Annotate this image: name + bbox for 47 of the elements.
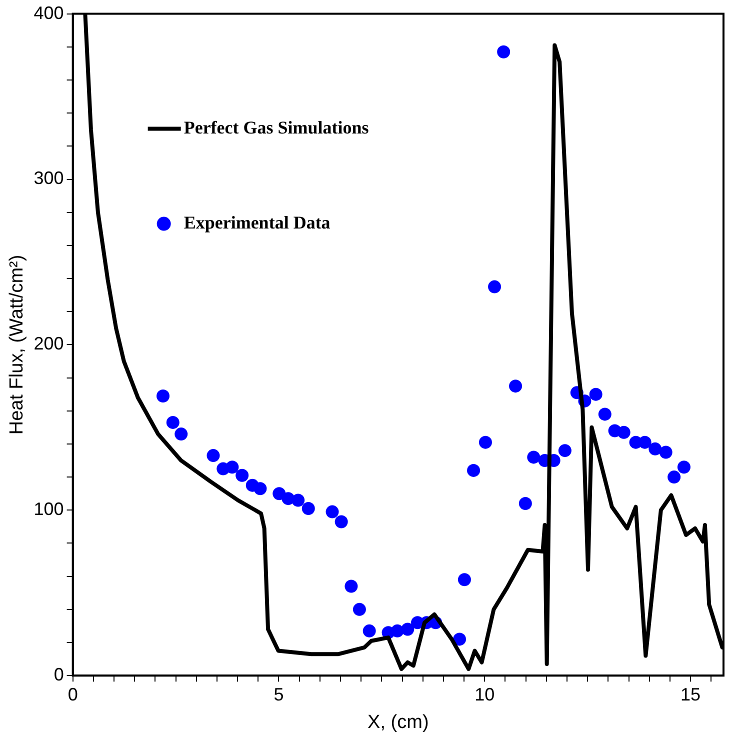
legend-label: Experimental Data	[184, 212, 330, 232]
y-axis-title: Heat Flux, (Watt/cm²)	[6, 254, 28, 435]
point	[458, 573, 471, 586]
point	[453, 632, 466, 646]
point	[362, 624, 376, 638]
point	[352, 602, 366, 616]
point	[668, 470, 681, 484]
point	[677, 460, 690, 474]
y-tick-label: 100	[34, 499, 64, 520]
point	[467, 464, 480, 477]
point	[518, 497, 532, 510]
y-tick-label: 300	[34, 168, 64, 188]
y-tick-label: 400	[34, 2, 64, 23]
point	[326, 505, 339, 518]
point	[226, 460, 239, 474]
point	[497, 45, 510, 58]
x-tick-label: 0	[68, 684, 78, 704]
point	[344, 580, 358, 593]
point	[254, 482, 267, 496]
x-tick-label: 15	[680, 684, 701, 704]
point	[509, 380, 522, 393]
point	[206, 449, 220, 462]
point	[334, 515, 348, 528]
point	[527, 450, 540, 464]
point	[659, 446, 672, 459]
x-tick-label: 5	[274, 684, 284, 704]
point	[478, 436, 492, 449]
x-tick-label: 10	[474, 684, 495, 704]
legend-label: Perfect Gas Simulations	[184, 117, 369, 138]
point	[589, 388, 602, 401]
point	[401, 622, 414, 636]
point	[272, 487, 286, 500]
point	[174, 428, 188, 441]
point	[166, 416, 180, 429]
point	[617, 426, 630, 439]
point	[488, 280, 502, 294]
x-axis-title: X, (cm)	[368, 712, 429, 733]
point	[236, 468, 249, 482]
point	[558, 444, 572, 458]
point	[648, 442, 662, 456]
point	[292, 494, 305, 507]
point	[638, 436, 652, 449]
y-tick-label: 200	[34, 334, 64, 354]
point	[156, 389, 170, 402]
point	[302, 502, 315, 515]
point	[598, 408, 612, 421]
y-tick-label: 0	[54, 664, 64, 685]
